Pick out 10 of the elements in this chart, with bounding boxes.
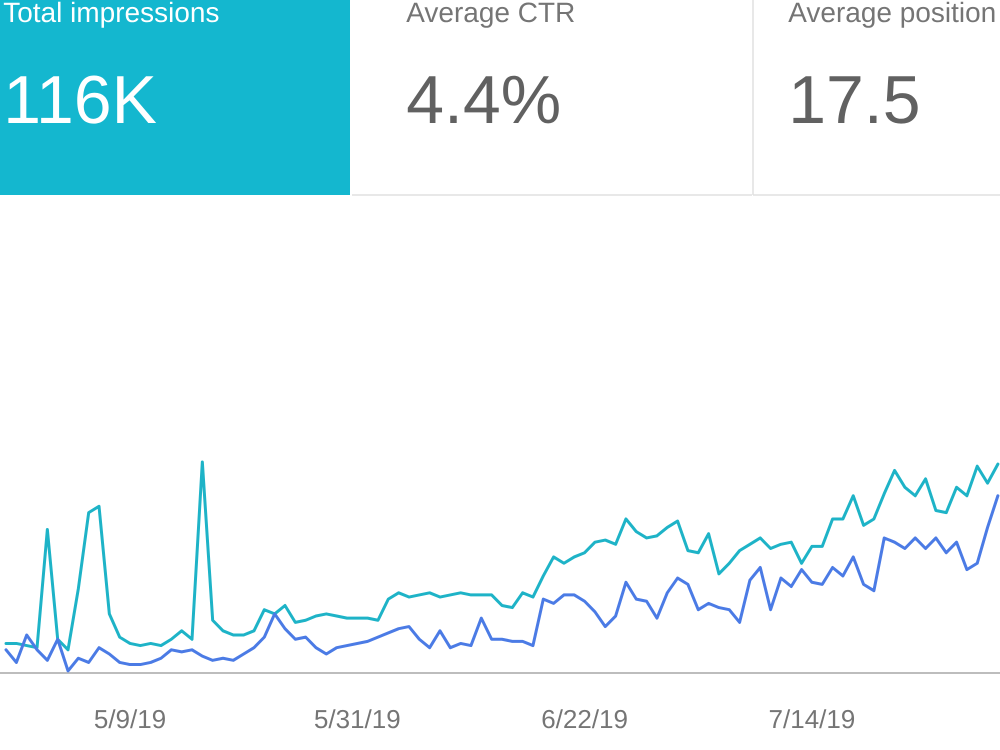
text: Average position: [788, 2, 994, 28]
text: Total impressions: [4, 2, 218, 28]
x-tick-label: 6/22/19: [542, 709, 627, 728]
x-tick-label: 5/9/19: [94, 709, 165, 728]
text: 4.4%: [408, 76, 559, 124]
text: 116K: [8, 76, 156, 124]
text: 17.5: [793, 76, 918, 124]
x-tick-label: 7/14/19: [770, 709, 854, 728]
x-tick-label: 5/31/19: [314, 709, 400, 728]
text: Average CTR: [406, 2, 574, 28]
